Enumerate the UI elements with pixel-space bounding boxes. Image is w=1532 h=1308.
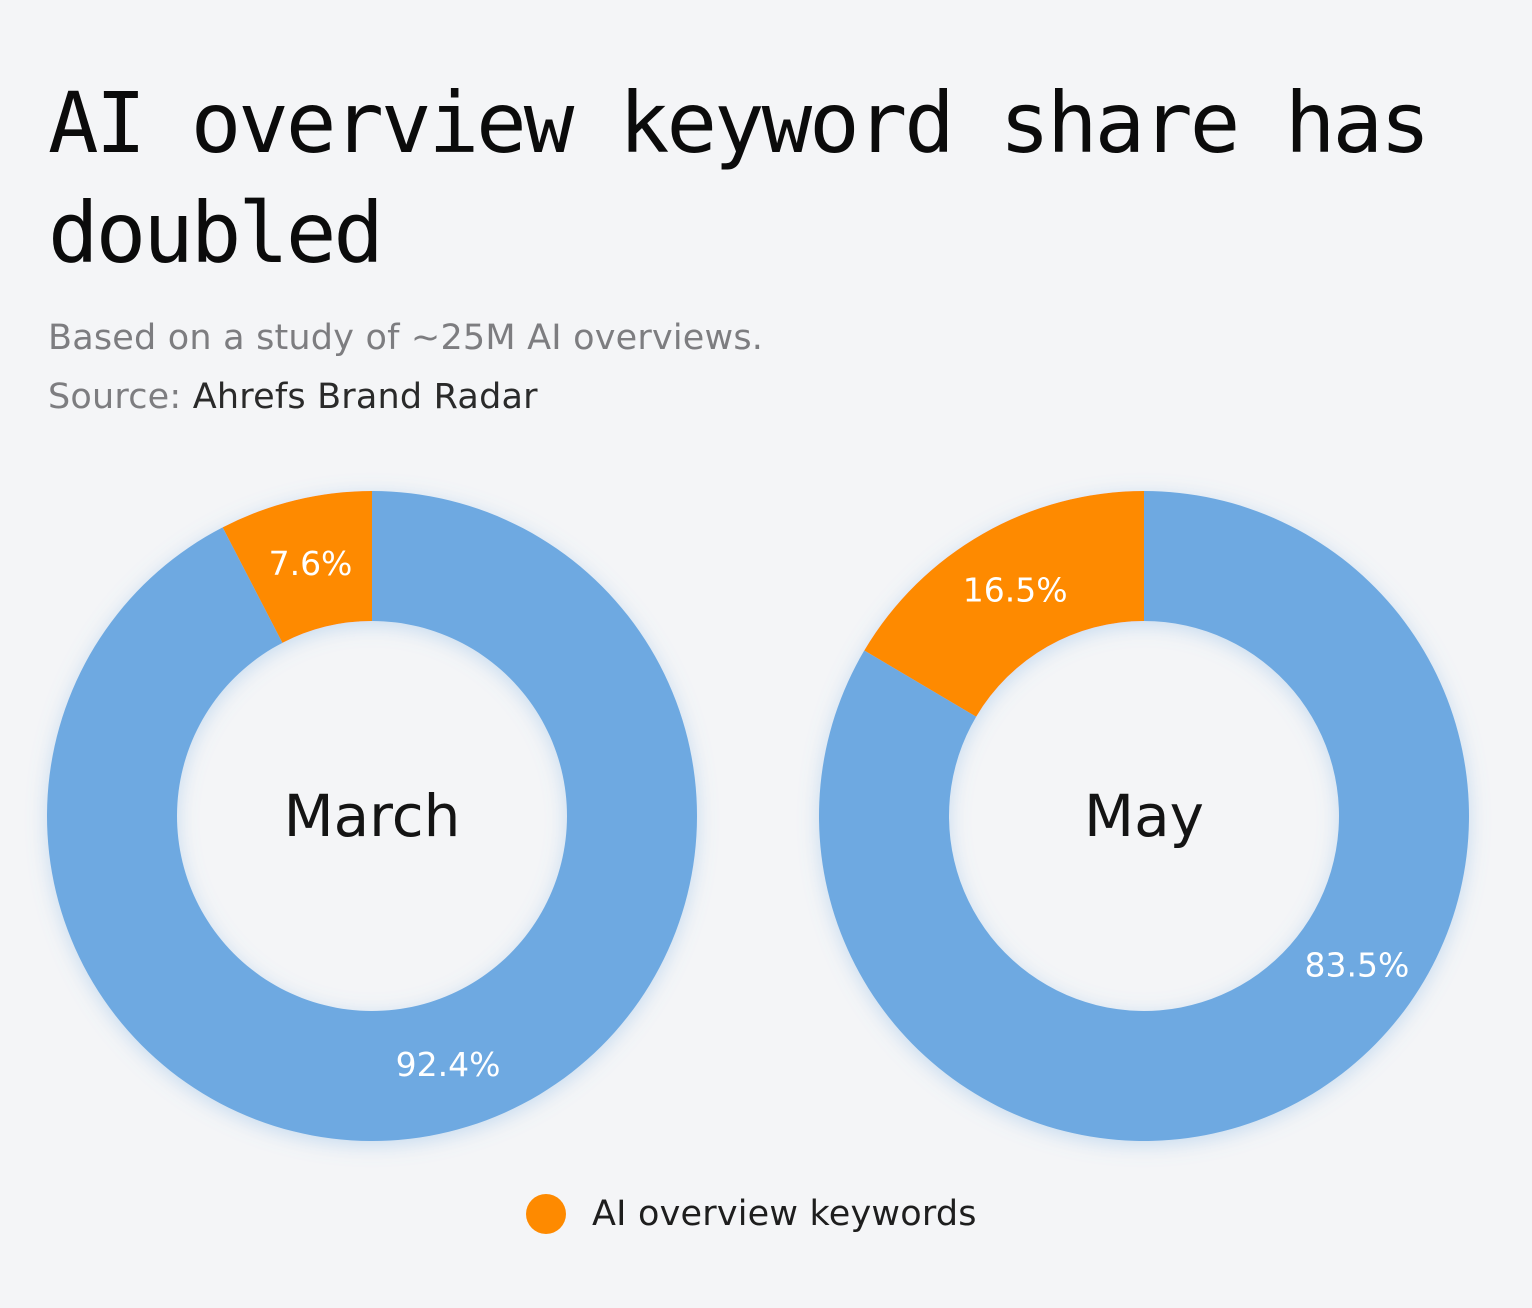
slice-label-march-other: 92.4% <box>396 1045 501 1084</box>
slice-label-may-ai-overview: 16.5% <box>963 571 1068 610</box>
chart-subtitle: Based on a study of ~25M AI overviews. <box>48 318 764 358</box>
donut-slice-march-other <box>46 491 697 1141</box>
chart-legend: AI overview keywords <box>526 1190 977 1238</box>
slice-label-may-other: 83.5% <box>1305 946 1410 985</box>
source-line: Source: Ahrefs Brand Radar <box>48 375 538 420</box>
legend-swatch-ai-overview <box>526 1194 566 1234</box>
donut-slice-may-ai-overview <box>864 491 1144 717</box>
source-value: Ahrefs Brand Radar <box>192 377 538 417</box>
donut-center-label-may: May <box>1084 782 1204 850</box>
donut-chart-march <box>46 491 697 1141</box>
chart-title: AI overview keyword share has doubled <box>48 74 1431 282</box>
donut-chart-may <box>818 491 1470 1141</box>
donut-center-label-march: March <box>284 782 461 850</box>
donut-slice-march-ai-overview <box>222 491 372 643</box>
legend-label-ai-overview: AI overview keywords <box>592 1194 977 1234</box>
source-label: Source: <box>48 377 182 417</box>
slice-label-march-ai-overview: 7.6% <box>269 544 353 583</box>
donut-slice-may-other <box>818 491 1470 1141</box>
